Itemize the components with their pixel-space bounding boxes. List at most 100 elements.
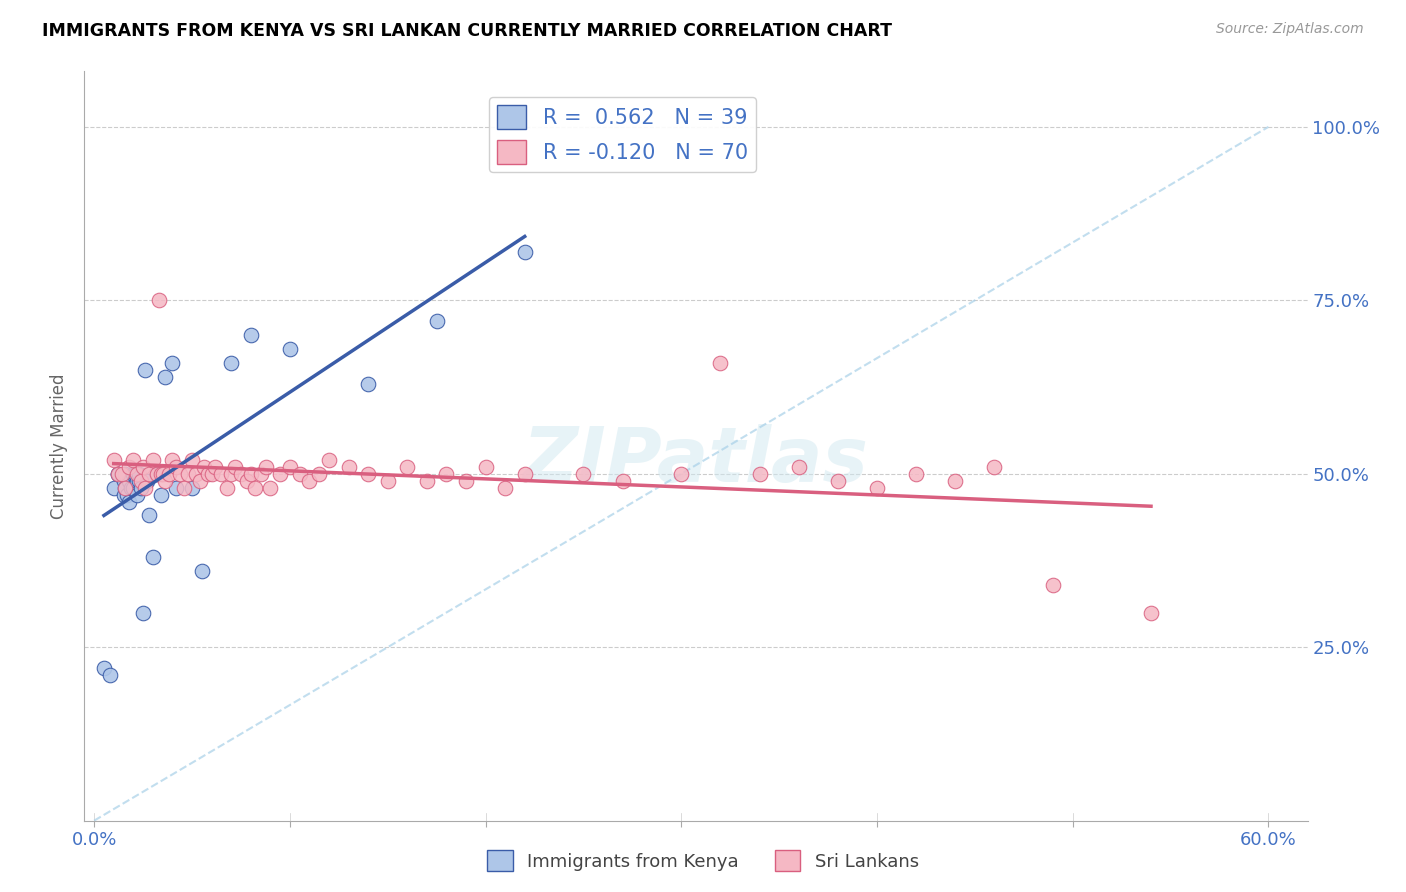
Point bbox=[114, 481, 136, 495]
Point bbox=[943, 474, 966, 488]
Legend: R =  0.562   N = 39, R = -0.120   N = 70: R = 0.562 N = 39, R = -0.120 N = 70 bbox=[489, 96, 756, 172]
Point bbox=[181, 481, 204, 495]
Point bbox=[436, 467, 458, 481]
Point bbox=[204, 459, 226, 474]
Point bbox=[120, 481, 142, 495]
Point bbox=[93, 661, 115, 675]
Point bbox=[1140, 606, 1163, 620]
Point bbox=[229, 467, 252, 481]
Point bbox=[117, 487, 139, 501]
Point bbox=[157, 467, 180, 481]
Point bbox=[671, 467, 693, 481]
Point bbox=[748, 467, 770, 481]
Point bbox=[905, 467, 928, 481]
Point bbox=[184, 467, 207, 481]
Point bbox=[209, 467, 232, 481]
Point bbox=[193, 459, 215, 474]
Point bbox=[153, 369, 176, 384]
Point bbox=[118, 459, 141, 474]
Point bbox=[118, 474, 141, 488]
Point bbox=[132, 606, 155, 620]
Point bbox=[224, 459, 246, 474]
Point bbox=[127, 467, 149, 481]
Point bbox=[983, 459, 1005, 474]
Point bbox=[134, 362, 156, 376]
Point bbox=[138, 467, 160, 481]
Point bbox=[146, 467, 169, 481]
Point bbox=[572, 467, 595, 481]
Point bbox=[298, 474, 321, 488]
Point bbox=[122, 481, 145, 495]
Point bbox=[197, 467, 219, 481]
Point bbox=[239, 467, 262, 481]
Point bbox=[122, 453, 145, 467]
Legend: Immigrants from Kenya, Sri Lankans: Immigrants from Kenya, Sri Lankans bbox=[479, 843, 927, 879]
Point bbox=[173, 481, 195, 495]
Point bbox=[142, 549, 165, 564]
Point bbox=[239, 328, 262, 343]
Point bbox=[236, 474, 259, 488]
Point bbox=[1042, 578, 1064, 592]
Point bbox=[200, 467, 222, 481]
Point bbox=[219, 356, 242, 370]
Point bbox=[396, 459, 419, 474]
Point bbox=[308, 467, 330, 481]
Point bbox=[162, 453, 184, 467]
Point bbox=[149, 487, 172, 501]
Point bbox=[269, 467, 291, 481]
Point bbox=[416, 474, 439, 488]
Text: ZIPatlas: ZIPatlas bbox=[523, 424, 869, 498]
Point bbox=[112, 474, 135, 488]
Point bbox=[278, 459, 301, 474]
Point bbox=[217, 481, 239, 495]
Point bbox=[318, 453, 340, 467]
Point bbox=[129, 474, 152, 488]
Point bbox=[134, 481, 156, 495]
Point bbox=[249, 467, 271, 481]
Point bbox=[107, 467, 129, 481]
Point bbox=[426, 314, 449, 328]
Point bbox=[142, 453, 165, 467]
Point bbox=[138, 508, 160, 523]
Point bbox=[787, 459, 810, 474]
Point bbox=[494, 481, 516, 495]
Point bbox=[128, 474, 150, 488]
Point bbox=[219, 467, 242, 481]
Point bbox=[128, 467, 150, 481]
Point bbox=[337, 459, 360, 474]
Point bbox=[146, 467, 169, 481]
Point bbox=[181, 453, 204, 467]
Point bbox=[191, 564, 214, 578]
Point bbox=[259, 481, 281, 495]
Point bbox=[513, 244, 536, 259]
Point bbox=[114, 467, 136, 481]
Point bbox=[278, 342, 301, 356]
Point bbox=[103, 481, 125, 495]
Point bbox=[103, 453, 125, 467]
Point bbox=[188, 474, 211, 488]
Point bbox=[243, 481, 266, 495]
Point bbox=[357, 376, 380, 391]
Point bbox=[148, 293, 170, 308]
Point bbox=[827, 474, 849, 488]
Point bbox=[866, 481, 889, 495]
Point bbox=[454, 474, 477, 488]
Point bbox=[149, 467, 172, 481]
Point bbox=[288, 467, 311, 481]
Point bbox=[177, 467, 200, 481]
Text: IMMIGRANTS FROM KENYA VS SRI LANKAN CURRENTLY MARRIED CORRELATION CHART: IMMIGRANTS FROM KENYA VS SRI LANKAN CURR… bbox=[42, 22, 893, 40]
Point bbox=[612, 474, 634, 488]
Point bbox=[169, 467, 191, 481]
Point bbox=[165, 481, 187, 495]
Text: Source: ZipAtlas.com: Source: ZipAtlas.com bbox=[1216, 22, 1364, 37]
Point bbox=[162, 356, 184, 370]
Point bbox=[474, 459, 496, 474]
Point bbox=[114, 481, 136, 495]
Point bbox=[122, 467, 145, 481]
Point bbox=[136, 474, 159, 488]
Point bbox=[110, 467, 132, 481]
Point bbox=[513, 467, 536, 481]
Point bbox=[357, 467, 380, 481]
Point bbox=[377, 474, 399, 488]
Y-axis label: Currently Married: Currently Married bbox=[51, 373, 69, 519]
